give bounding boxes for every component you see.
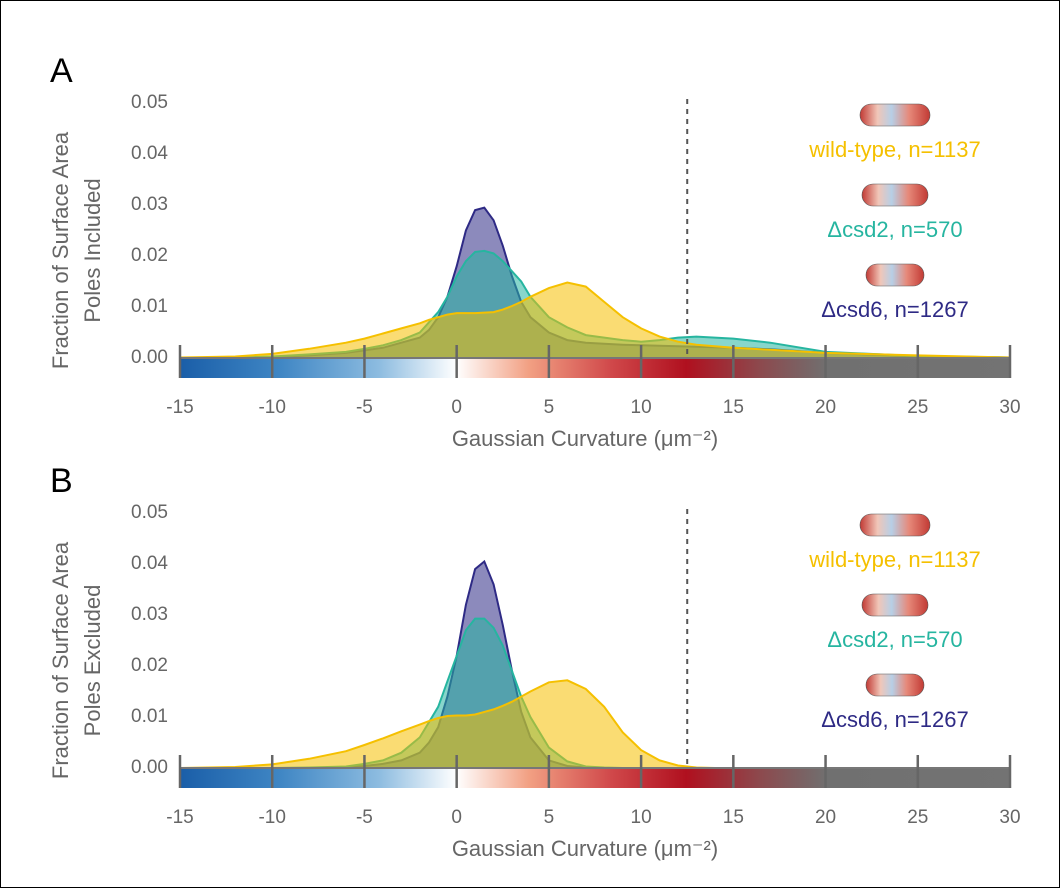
y-tick-label: 0.05 (131, 502, 168, 523)
x-axis-label: Gaussian Curvature (μm⁻²) (452, 836, 718, 861)
y-tick-label: 0.00 (131, 757, 168, 778)
y-tick-label: 0.03 (131, 604, 168, 625)
legend-label: Δcsd2, n=570 (827, 217, 962, 242)
cell-icon (861, 183, 929, 207)
cell-body (859, 103, 931, 127)
legend-label: Δcsd6, n=1267 (821, 707, 968, 732)
cell-icon (865, 673, 925, 697)
cell-icon (861, 593, 929, 617)
y-tick-label: 0.01 (131, 706, 168, 727)
x-tick-label: 0 (451, 807, 462, 828)
x-tick-label: 25 (907, 397, 928, 418)
x-tick-label: 30 (999, 397, 1020, 418)
y-axis-label: Poles Excluded (80, 585, 105, 737)
y-tick-label: 0.04 (131, 143, 168, 164)
legend-label: wild-type, n=1137 (808, 547, 980, 572)
x-tick-label: 15 (723, 807, 744, 828)
x-tick-label: -15 (166, 807, 193, 828)
x-tick-label: -15 (166, 397, 193, 418)
x-tick-label: 20 (815, 807, 836, 828)
panel-label: A (50, 52, 73, 90)
x-axis-label: Gaussian Curvature (μm⁻²) (452, 426, 718, 451)
x-tick-label: -5 (356, 397, 373, 418)
x-tick-label: 20 (815, 397, 836, 418)
x-tick-label: 5 (544, 397, 555, 418)
x-tick-label: 5 (544, 807, 555, 828)
y-tick-label: 0.00 (131, 347, 168, 368)
colorbar (180, 358, 1010, 378)
x-tick-label: 30 (999, 807, 1020, 828)
cell-body (861, 593, 929, 617)
panel-label: B (50, 462, 73, 500)
y-axis-label: Fraction of Surface Area (48, 541, 73, 779)
y-tick-label: 0.03 (131, 194, 168, 215)
cell-body (865, 673, 925, 697)
cell-body (859, 513, 931, 537)
x-tick-label: 15 (723, 397, 744, 418)
legend-label: wild-type, n=1137 (808, 137, 980, 162)
x-tick-label: 10 (631, 397, 652, 418)
area-outline (179, 281, 1011, 359)
y-tick-label: 0.01 (131, 296, 168, 317)
y-tick-label: 0.02 (131, 655, 168, 676)
cell-icon (859, 513, 931, 537)
legend-label: Δcsd2, n=570 (827, 627, 962, 652)
legend-label: Δcsd6, n=1267 (821, 297, 968, 322)
x-tick-label: -5 (356, 807, 373, 828)
y-tick-label: 0.02 (131, 245, 168, 266)
x-tick-label: -10 (258, 807, 285, 828)
cell-icon (859, 103, 931, 127)
y-axis-label: Fraction of Surface Area (48, 131, 73, 369)
area-fill (180, 282, 1010, 358)
x-tick-label: 25 (907, 807, 928, 828)
cell-body (865, 263, 925, 287)
y-tick-label: 0.04 (131, 553, 168, 574)
area-fill (180, 680, 1010, 768)
y-tick-label: 0.05 (131, 92, 168, 113)
cell-body (861, 183, 929, 207)
x-tick-label: -10 (258, 397, 285, 418)
cell-icon (865, 263, 925, 287)
x-tick-label: 0 (451, 397, 462, 418)
x-tick-label: 10 (631, 807, 652, 828)
colorbar (180, 768, 1010, 788)
y-axis-label: Poles Included (80, 178, 105, 322)
